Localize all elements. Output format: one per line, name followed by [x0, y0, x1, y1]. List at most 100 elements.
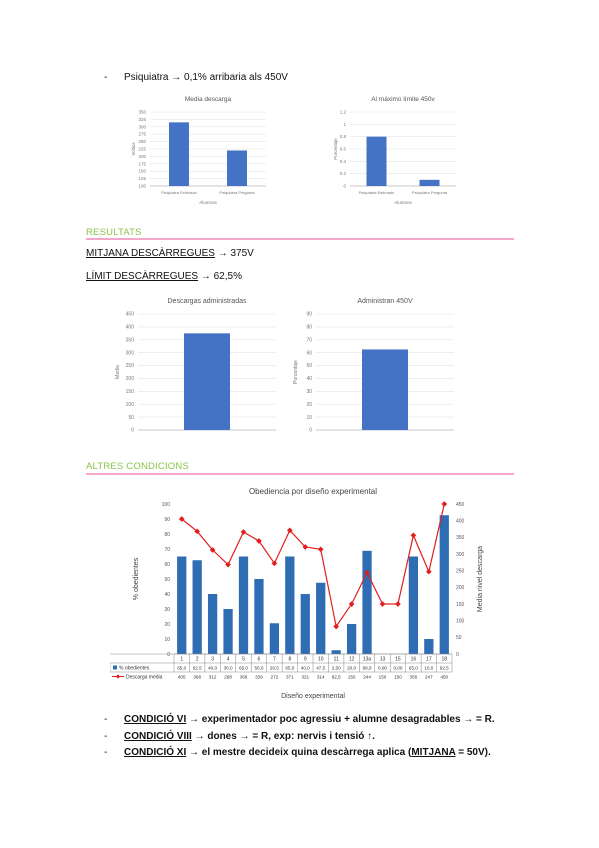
x-tick-label: 11	[334, 657, 339, 663]
bar	[362, 550, 372, 654]
x-tick-label: 6	[258, 657, 261, 663]
chart-title: Administran 450V	[357, 298, 413, 305]
line-point	[348, 601, 355, 607]
limit-label: LÍMIT DESCÀRREGUES	[86, 271, 199, 282]
y-tick-label: 70	[306, 337, 312, 343]
x-tick-label: 16	[411, 657, 417, 663]
condition-text-a: → el mestre decideix quina descàrrega ap…	[189, 747, 412, 758]
y-tick-label: 125	[138, 176, 146, 181]
y-tick-label: 350	[126, 337, 135, 343]
bar	[184, 333, 230, 430]
y-tick-label: 300	[126, 350, 135, 356]
y-tick-label: 325	[138, 117, 146, 122]
x-tick-label: Psiquiatra Estimado	[161, 190, 197, 195]
y-tick-label: 0	[167, 652, 170, 658]
data-label: 150	[394, 675, 402, 680]
bar	[419, 179, 440, 186]
data-label: 82,5	[332, 675, 341, 680]
y-tick-label: 60	[306, 350, 312, 356]
data-label: 20,0	[347, 666, 356, 671]
y-tick-label: 10	[306, 415, 312, 421]
data-label: 150	[348, 675, 356, 680]
data-label: 312	[209, 675, 217, 680]
chart-title: Obediencia por diseño experimental	[249, 487, 377, 496]
data-label: 40,0	[301, 666, 310, 671]
conditions-list: - CONDICIÓ VI → experimentador poc agress…	[104, 712, 495, 762]
condition-dash: -	[104, 714, 108, 725]
x-axis-label: Diseño experimental	[281, 693, 345, 700]
bar	[169, 122, 189, 186]
y-tick-label: 1.2	[340, 110, 347, 115]
data-label: 368	[193, 675, 201, 680]
data-label: 2,50	[332, 666, 341, 671]
data-label: 314	[317, 675, 325, 680]
y-axis-label: % obedientes	[133, 557, 140, 600]
x-tick-label: 9	[304, 657, 307, 663]
y-tick-label: 20	[306, 402, 312, 408]
y-tick-label: 0	[309, 428, 312, 434]
line-point	[287, 527, 293, 534]
y-tick-label: 30	[306, 389, 312, 395]
x-tick-label: 17	[426, 657, 432, 663]
data-label: 339	[255, 675, 263, 680]
condition-text-b: = 50V).	[455, 747, 491, 758]
y-tick-label: 80	[164, 532, 170, 538]
y-tick-label: 275	[138, 132, 146, 137]
bar	[316, 582, 326, 654]
y-tick-label: 0.4	[340, 159, 347, 164]
y-tick-label: 250	[126, 363, 135, 369]
y-tick-label: 70	[164, 547, 170, 553]
data-label: 68,8	[363, 666, 372, 671]
y2-tick-label: 150	[456, 602, 465, 608]
data-label: 247	[425, 675, 433, 680]
y-tick-label: 0.8	[340, 134, 347, 139]
line-point	[302, 544, 309, 550]
y-tick-label: 90	[306, 312, 312, 318]
results-limit: LÍMIT DESCÀRREGUES → 62,5%	[86, 271, 242, 282]
bar	[254, 579, 264, 654]
data-label: 268	[224, 675, 232, 680]
condition-inner: MITJANA	[411, 747, 456, 758]
bar	[331, 650, 341, 654]
y-tick-label: 200	[138, 154, 146, 159]
bar	[439, 515, 449, 654]
y-axis-label: Media	[115, 365, 121, 379]
line-point	[209, 547, 216, 553]
chart-maximo-limite: Al máximo límite 450v 1.2 1 0.8 0.6 0.4 0.2 0 Po…	[333, 96, 456, 205]
x-tick-label: 2	[196, 657, 199, 663]
x-tick-label: 7	[273, 657, 276, 663]
mitjana-label: MITJANA DESCÀRREGUES	[86, 248, 215, 259]
section-divider-2	[86, 473, 514, 475]
bar	[362, 349, 408, 430]
y-tick-label: 350	[138, 110, 146, 115]
x-tick-label: 3	[211, 657, 214, 663]
bar	[207, 594, 218, 654]
line-point	[426, 568, 432, 575]
y2-tick-label: 250	[456, 568, 465, 574]
mitjana-value: → 375V	[217, 248, 254, 259]
data-label: 371	[286, 675, 294, 680]
chart-title: Al máximo límite 450v	[371, 96, 435, 103]
line-point	[379, 601, 386, 607]
y2-axis-label: Media nivel descarga	[477, 546, 484, 612]
x-axis-label: Alumnos	[394, 200, 412, 205]
legend-swatch-bar	[113, 665, 117, 670]
data-label: 62,5	[193, 666, 202, 671]
bar	[424, 639, 434, 654]
chart-descargas-administradas: Descargas administradas 450 400 350 300 250 20…	[115, 298, 276, 434]
data-label: 30,0	[224, 666, 233, 671]
data-label: 20,5	[270, 666, 279, 671]
bullet-psiquiatra: - Psiquiatra → 0,1% arribaria als 450V	[104, 72, 288, 83]
condition-item: - CONDICIÓ XI → el mestre decideix quina …	[104, 745, 495, 762]
condition-dash: -	[104, 747, 108, 758]
y-tick-label: 0	[343, 184, 346, 189]
bar	[300, 594, 310, 654]
x-tick-label: 5	[242, 657, 245, 663]
chart-title: Descargas administradas	[168, 298, 247, 305]
condition-label: CONDICIÓ VIII	[124, 730, 192, 742]
y2-tick-label: 100	[456, 618, 465, 624]
line-point	[333, 623, 339, 630]
x-tick-label: 12	[349, 657, 355, 663]
y-tick-label: 1	[343, 122, 346, 127]
bar	[177, 556, 187, 654]
